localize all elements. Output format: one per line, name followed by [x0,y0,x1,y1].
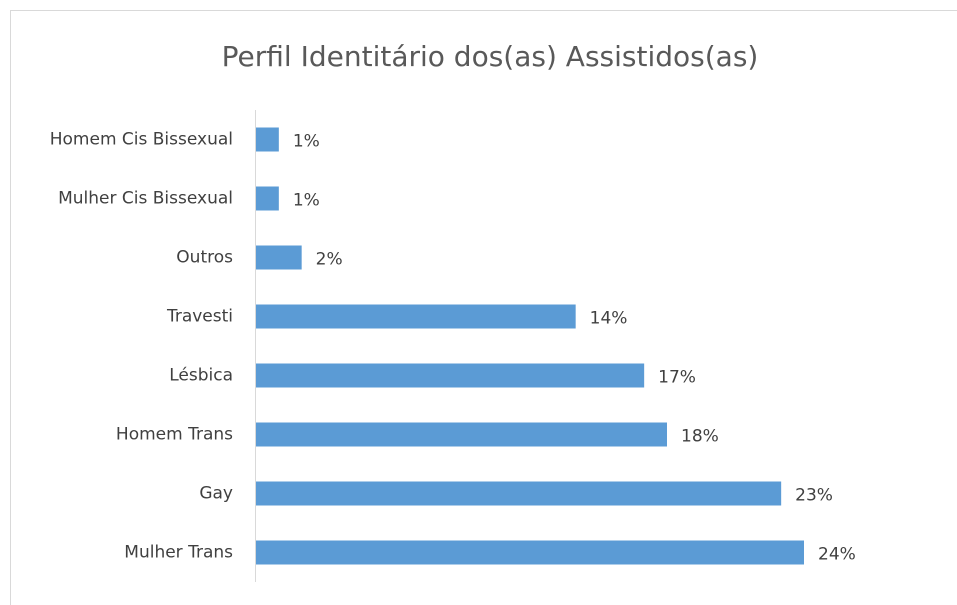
y-tick-label: Outros [176,248,233,268]
data-label: 1% [293,191,320,211]
data-label: 1% [293,132,320,152]
data-label: 2% [316,250,343,270]
y-tick-label: Mulher Trans [124,543,233,563]
y-tick-label: Homem Trans [116,425,233,445]
y-tick-label: Homem Cis Bissexual [50,130,233,150]
bar [256,304,576,329]
data-label: 24% [818,545,856,565]
y-tick-label: Lésbica [169,366,233,386]
bar [256,127,279,152]
data-label: 18% [681,427,719,447]
data-label: 17% [658,368,696,388]
data-label: 23% [795,486,833,506]
bar [256,422,667,447]
bar [256,540,804,565]
bar [256,186,279,211]
y-tick-label: Mulher Cis Bissexual [58,189,233,209]
y-tick-label: Gay [199,484,233,504]
data-label: 14% [590,309,628,329]
chart-title: Perfil Identitário dos(as) Assistidos(as… [222,40,759,73]
bar [256,481,782,506]
bar [256,363,645,388]
bar [256,245,302,270]
y-tick-label: Travesti [166,307,233,327]
